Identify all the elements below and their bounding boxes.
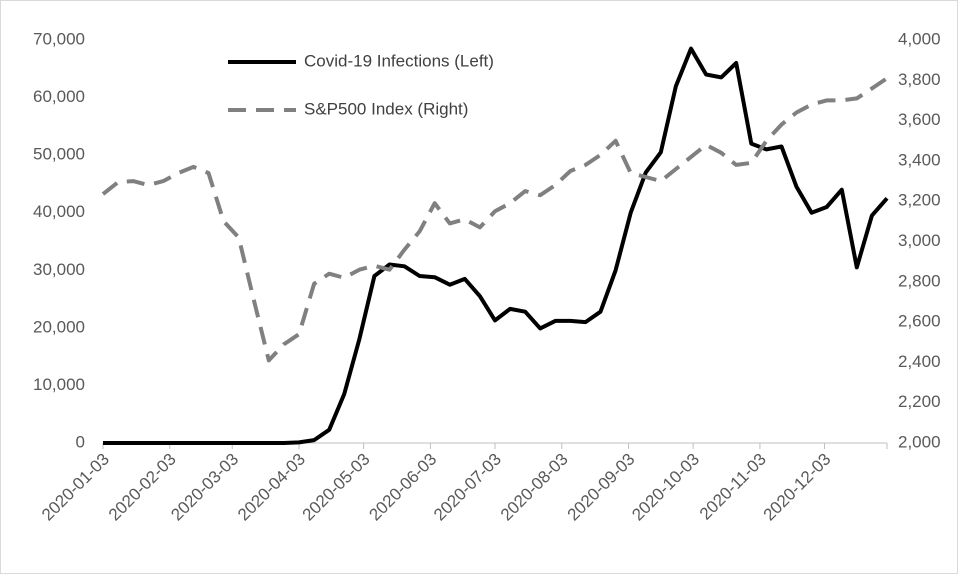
y2-tick-label: 2,600	[898, 312, 941, 331]
legend-label: Covid-19 Infections (Left)	[304, 51, 494, 70]
y-tick-label: 60,000	[33, 87, 85, 106]
y-tick-label: 70,000	[33, 29, 85, 48]
series-line	[103, 46, 889, 445]
legend-label: S&P500 Index (Right)	[304, 99, 468, 118]
y-tick-label: 20,000	[33, 317, 85, 336]
y-tick-label: 50,000	[33, 145, 85, 164]
series-line	[101, 76, 889, 363]
y2-tick-label: 3,200	[898, 191, 941, 210]
y2-tick-label: 3,000	[898, 231, 941, 250]
y-tick-label: 0	[76, 432, 85, 451]
y2-tick-label: 2,000	[898, 432, 941, 451]
y2-tick-label: 3,800	[898, 70, 941, 89]
y2-tick-label: 2,800	[898, 271, 941, 290]
y2-tick-label: 2,200	[898, 392, 941, 411]
y-tick-label: 40,000	[33, 202, 85, 221]
y-tick-label: 30,000	[33, 260, 85, 279]
y-tick-label: 10,000	[33, 375, 85, 394]
y2-tick-label: 3,400	[898, 150, 941, 169]
y2-tick-label: 2,400	[898, 352, 941, 371]
y2-tick-label: 3,600	[898, 110, 941, 129]
y2-tick-label: 4,000	[898, 29, 941, 48]
